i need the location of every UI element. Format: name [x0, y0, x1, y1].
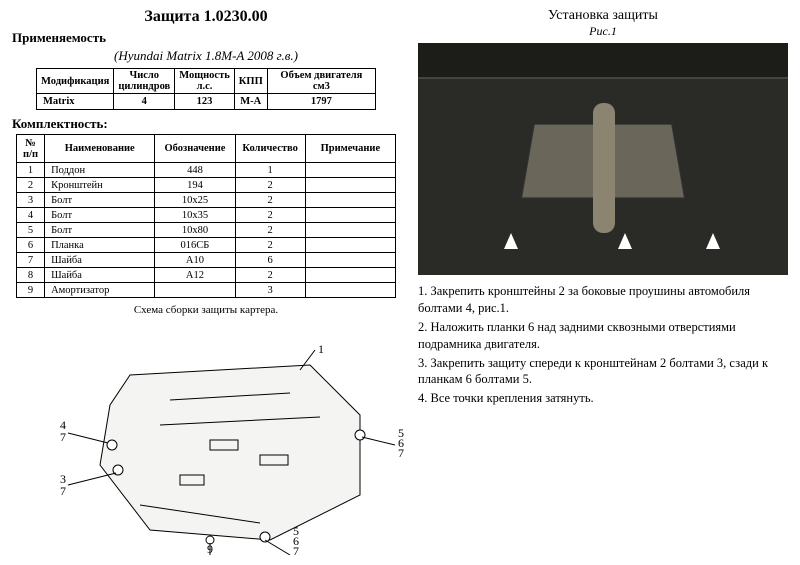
table-cell [305, 208, 395, 223]
instructions: 1. Закрепить кронштейны 2 за боковые про… [418, 283, 788, 407]
table-row: 3Болт10х252 [17, 193, 396, 208]
table-cell [305, 163, 395, 178]
table-cell: 5 [17, 223, 45, 238]
table-cell: 2 [235, 238, 305, 253]
install-photo [418, 43, 788, 275]
table-cell: 4 [17, 208, 45, 223]
table-row: 6Планка016СБ2 [17, 238, 396, 253]
table-cell: 10х80 [155, 223, 235, 238]
mod-td-4: 1797 [267, 94, 375, 110]
table-row: 1Поддон4481 [17, 163, 396, 178]
table-cell: 3 [235, 283, 305, 298]
table-cell: 3 [17, 193, 45, 208]
table-row: 5Болт10х802 [17, 223, 396, 238]
table-cell [305, 238, 395, 253]
table-cell [305, 193, 395, 208]
callout-7c: 7 [293, 544, 299, 555]
table-cell: Планка [45, 238, 155, 253]
callout-7b: 7 [60, 484, 66, 498]
mod-th-1: Число цилиндров [114, 69, 175, 94]
photo-arrow-icon [618, 233, 632, 249]
table-cell: Кронштейн [45, 178, 155, 193]
vehicle-line: (Hyundai Matrix 1.8M-A 2008 г.в.) [12, 48, 400, 64]
table-cell: Болт [45, 193, 155, 208]
parts-th-1: Наименование [45, 135, 155, 163]
table-cell: 1 [235, 163, 305, 178]
table-row: 2Кронштейн1942 [17, 178, 396, 193]
parts-table: № п/п Наименование Обозначение Количеств… [16, 134, 396, 298]
table-cell: Амортизатор [45, 283, 155, 298]
table-cell: Болт [45, 223, 155, 238]
table-cell [305, 178, 395, 193]
table-cell [305, 223, 395, 238]
parts-th-2: Обозначение [155, 135, 235, 163]
table-row: 4Болт10х352 [17, 208, 396, 223]
table-cell: 194 [155, 178, 235, 193]
parts-th-3: Количество [235, 135, 305, 163]
table-cell: 6 [17, 238, 45, 253]
table-cell: 8 [17, 268, 45, 283]
photo-arrow-icon [706, 233, 720, 249]
table-cell: 6 [235, 253, 305, 268]
table-cell: 2 [235, 223, 305, 238]
fig-label: Рис.1 [418, 24, 788, 39]
mod-td-3: M-A [234, 94, 267, 110]
table-cell: 448 [155, 163, 235, 178]
mod-th-4: Объем двигателя см3 [267, 69, 375, 94]
table-cell: 1 [17, 163, 45, 178]
table-cell [305, 253, 395, 268]
table-cell: Шайба [45, 253, 155, 268]
callout-7a: 7 [60, 430, 66, 444]
table-cell: А12 [155, 268, 235, 283]
mod-th-0: Модификация [37, 69, 114, 94]
table-cell: 2 [17, 178, 45, 193]
table-cell: 2 [235, 208, 305, 223]
mod-td-2: 123 [175, 94, 235, 110]
instruction-step: 4. Все точки крепления затянуть. [418, 390, 788, 407]
table-cell [305, 283, 395, 298]
instruction-step: 1. Закрепить кронштейны 2 за боковые про… [418, 283, 788, 317]
assembly-diagram: 1 4 7 3 7 9 5 6 7 5 6 7 [60, 345, 420, 555]
install-title: Установка защиты [418, 8, 788, 24]
callout-1: 1 [318, 345, 324, 356]
callout-9: 9 [207, 542, 213, 555]
photo-bumper [418, 43, 788, 79]
table-cell: 7 [17, 253, 45, 268]
table-cell: 2 [235, 268, 305, 283]
parts-caption: Схема сборки защиты картера. [12, 304, 400, 316]
photo-arrow-icon [504, 233, 518, 249]
table-cell [155, 283, 235, 298]
mod-td-1: 4 [114, 94, 175, 110]
instruction-step: 2. Наложить планки 6 над задними сквозны… [418, 319, 788, 353]
table-cell: 016СБ [155, 238, 235, 253]
table-cell: Поддон [45, 163, 155, 178]
parts-label: Комплектность: [12, 116, 400, 132]
table-cell: А10 [155, 253, 235, 268]
photo-pipe [593, 103, 615, 233]
instruction-step: 3. Закрепить защиту спереди к кронштейна… [418, 355, 788, 389]
mod-th-2: Мощность л.с. [175, 69, 235, 94]
mod-td-0: Matrix [37, 94, 114, 110]
table-cell: 10х35 [155, 208, 235, 223]
table-cell: 10х25 [155, 193, 235, 208]
table-row: 7ШайбаА106 [17, 253, 396, 268]
table-cell [305, 268, 395, 283]
applicability-label: Применяемость [12, 30, 400, 46]
table-row: 8ШайбаА122 [17, 268, 396, 283]
mod-th-3: КПП [234, 69, 267, 94]
modification-table: Модификация Число цилиндров Мощность л.с… [36, 68, 376, 110]
parts-th-4: Примечание [305, 135, 395, 163]
parts-th-0: № п/п [17, 135, 45, 163]
table-cell: Шайба [45, 268, 155, 283]
table-cell: 9 [17, 283, 45, 298]
table-cell: 2 [235, 178, 305, 193]
table-row: 9Амортизатор 3 [17, 283, 396, 298]
callout-7d: 7 [398, 446, 404, 460]
table-cell: Болт [45, 208, 155, 223]
table-cell: 2 [235, 193, 305, 208]
main-title: Защита 1.0230.00 [12, 8, 400, 26]
